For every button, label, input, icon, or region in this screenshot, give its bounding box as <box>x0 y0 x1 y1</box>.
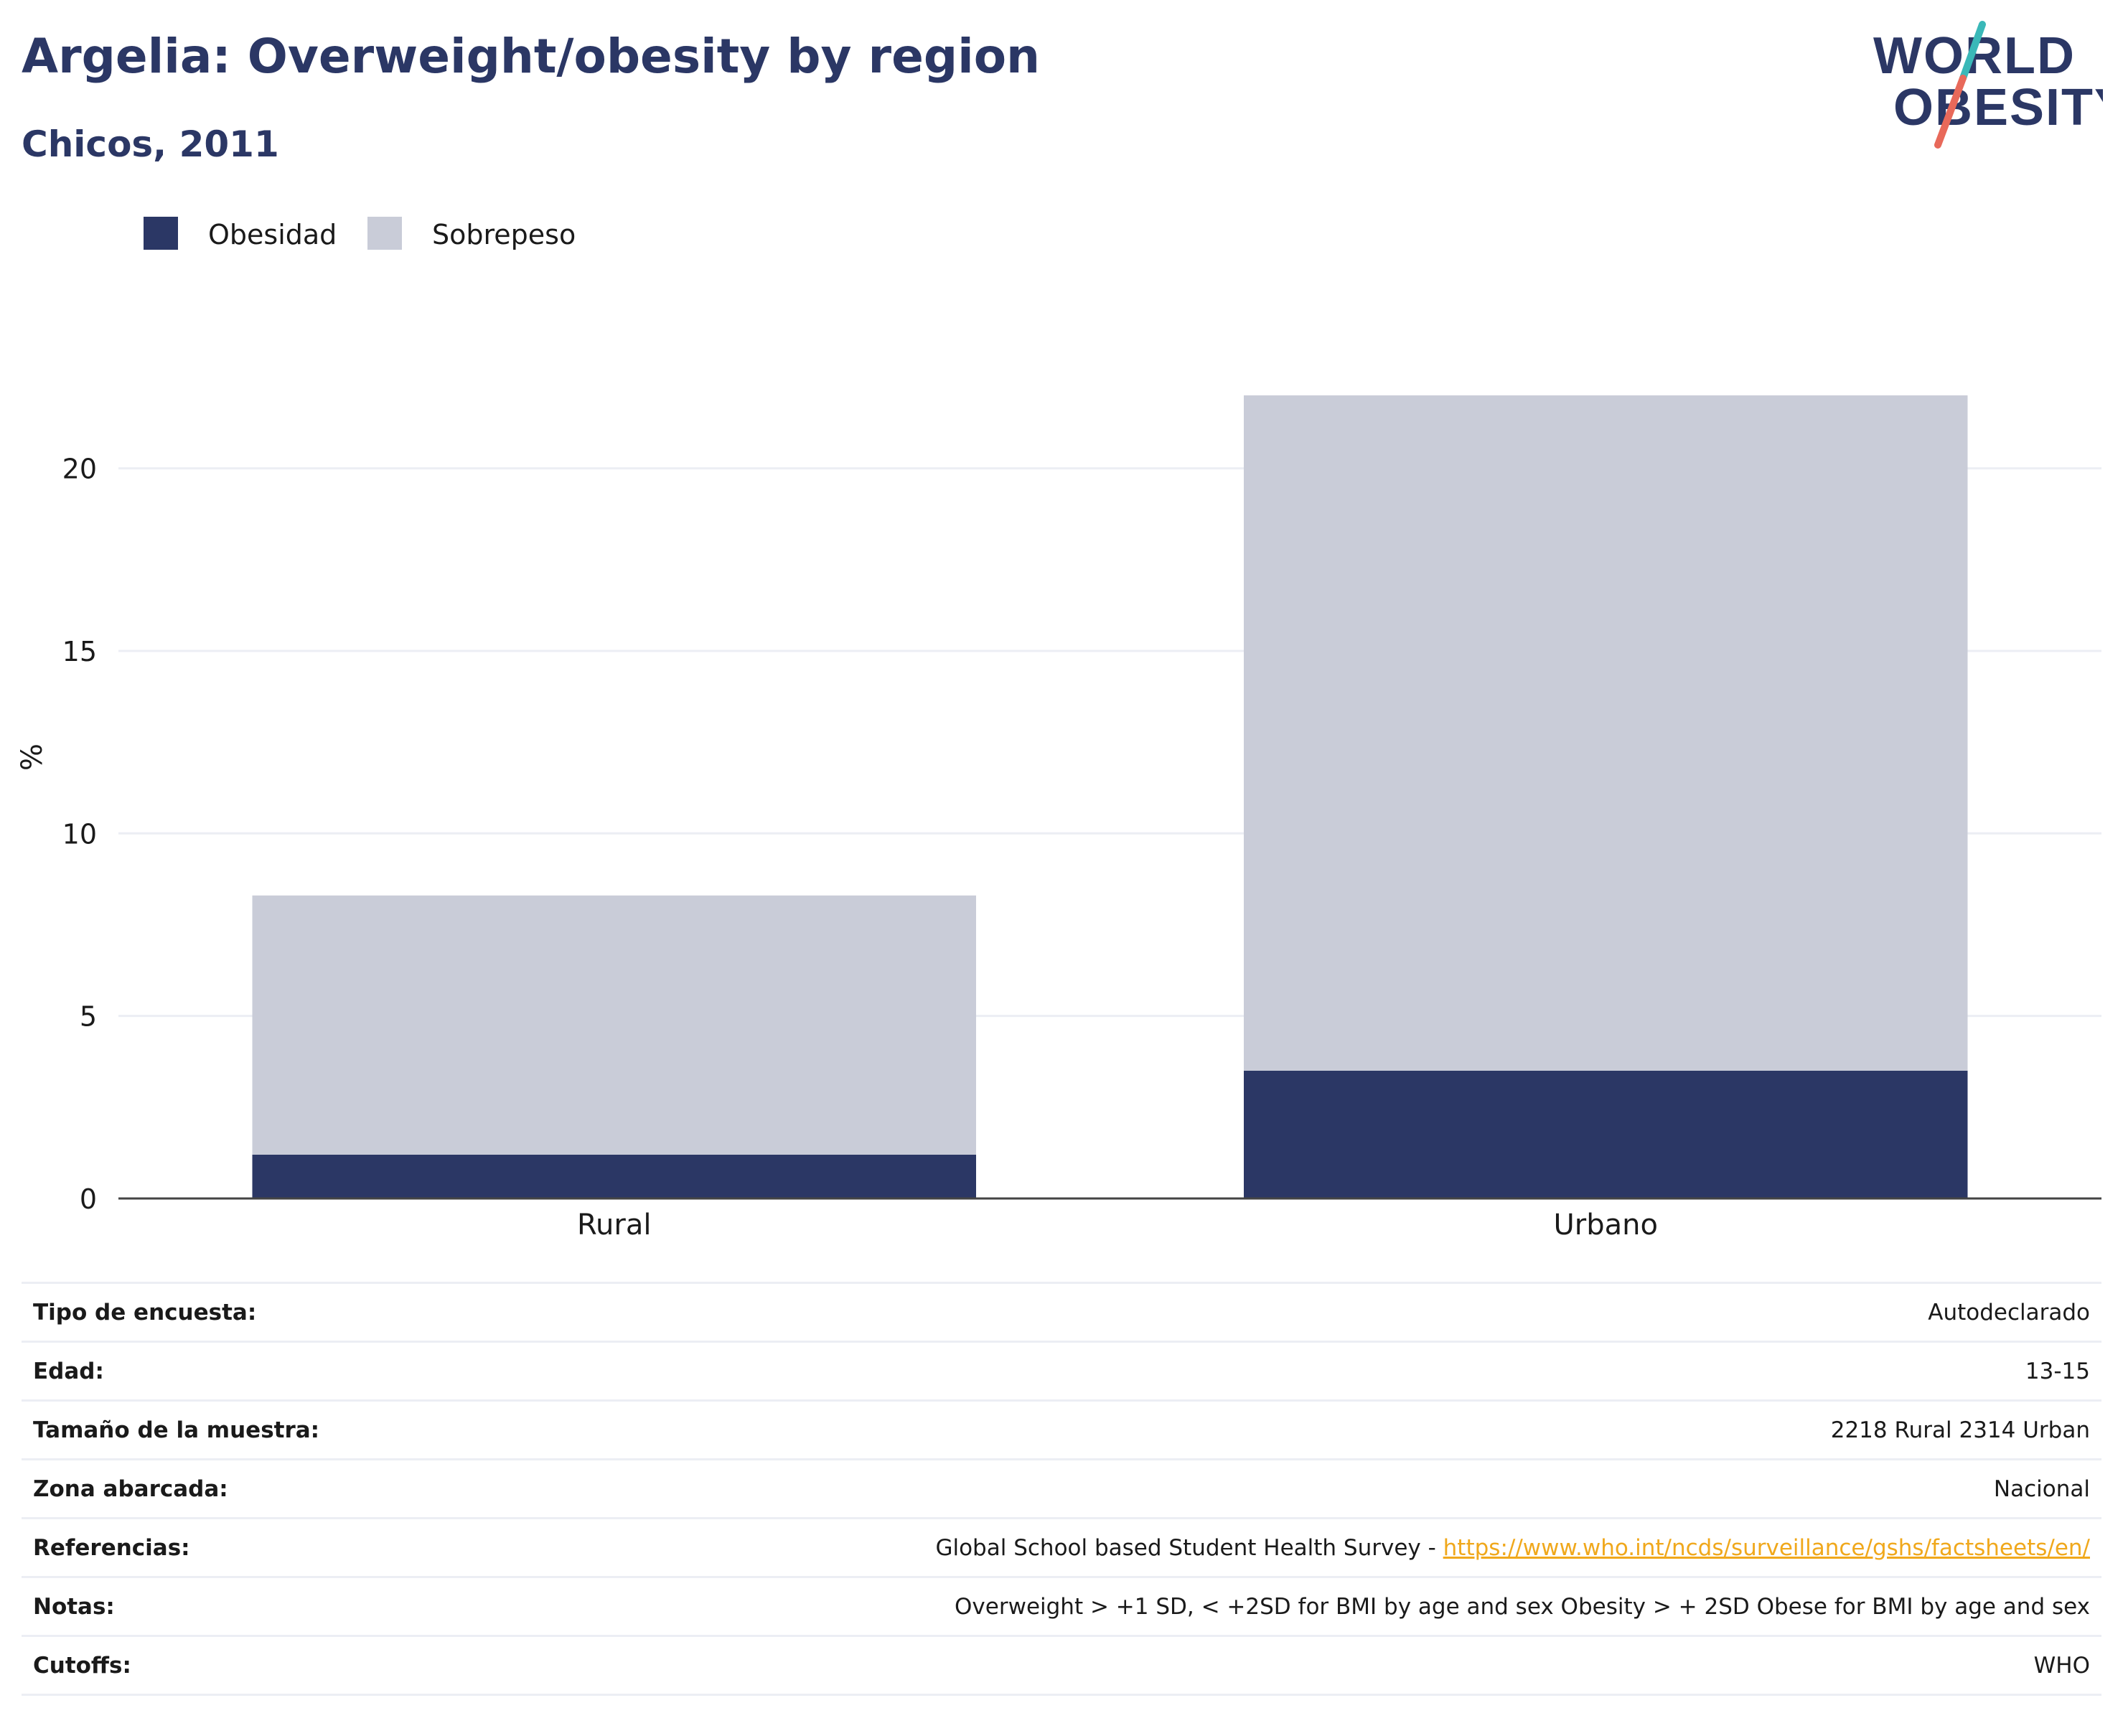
logo-slash-teal <box>1959 21 1986 82</box>
bar-sobrepeso-urbano <box>1244 395 1968 1071</box>
info-label: Tamaño de la muestra: <box>33 1417 320 1443</box>
logo-slash-coral <box>1934 75 1967 149</box>
page-subtitle: Chicos, 2011 <box>22 123 279 165</box>
y-tick-label: 20 <box>62 454 97 485</box>
info-row: Tamaño de la muestra: 2218 Rural 2314 Urb… <box>22 1400 2101 1460</box>
info-label: Cutoffs: <box>33 1652 131 1679</box>
reference-link[interactable]: https://www.who.int/ncds/surveillance/gs… <box>1443 1534 2090 1561</box>
bars <box>252 395 1968 1198</box>
info-label: Zona abarcada: <box>33 1475 228 1502</box>
survey-info-table: Tipo de encuesta: Autodeclarado Edad: 13-15… <box>22 1282 2101 1696</box>
bar-sobrepeso-rural <box>252 895 976 1155</box>
bar-chart: Obesidad Sobrepeso 0 5 10 15 20 Rural Urbano % <box>16 217 2101 1242</box>
legend-swatch-sobrepeso <box>367 217 402 250</box>
legend-swatch-obesidad <box>144 217 178 250</box>
y-tick-label: 10 <box>62 818 97 850</box>
info-row: Referencias: Global School based Student … <box>22 1518 2101 1577</box>
x-axis-ticks: Rural Urbano <box>577 1209 1658 1242</box>
bar-obesidad-rural <box>252 1154 976 1198</box>
info-value: 13-15 <box>2025 1358 2090 1384</box>
info-label: Tipo de encuesta: <box>33 1299 257 1326</box>
info-row: Tipo de encuesta: Autodeclarado <box>22 1282 2101 1342</box>
legend-label-sobrepeso: Sobrepeso <box>432 219 576 250</box>
y-tick-label: 15 <box>62 636 97 667</box>
info-row: Notas: Overweight > +1 SD, < +2SD for BMI… <box>22 1577 2101 1636</box>
info-label: Referencias: <box>33 1534 190 1561</box>
info-value: Overweight > +1 SD, < +2SD for BMI by ag… <box>955 1593 2090 1620</box>
y-axis-ticks: 0 5 10 15 20 <box>62 454 97 1215</box>
bar-obesidad-urbano <box>1244 1070 1968 1198</box>
info-row: Edad: 13-15 <box>22 1341 2101 1401</box>
y-tick-label: 5 <box>80 1001 97 1033</box>
reference-text: Global School based Student Health Surve… <box>935 1534 1443 1561</box>
legend: Obesidad Sobrepeso <box>144 217 576 250</box>
world-obesity-logo: WORLD OBESITY <box>1873 21 2103 149</box>
y-tick-label: 0 <box>80 1183 97 1215</box>
info-row: Cutoffs: WHO <box>22 1636 2101 1695</box>
legend-label-obesidad: Obesidad <box>208 219 337 250</box>
x-tick-label: Urbano <box>1554 1209 1658 1242</box>
logo-word-obesity: OBESITY <box>1893 79 2103 136</box>
info-label: Edad: <box>33 1358 104 1384</box>
info-value: 2218 Rural 2314 Urban <box>1830 1417 2090 1443</box>
x-tick-label: Rural <box>577 1209 651 1242</box>
page-title: Argelia: Overweight/obesity by region <box>22 29 1041 84</box>
info-label: Notas: <box>33 1593 115 1620</box>
info-value: WHO <box>2033 1652 2090 1679</box>
info-row: Zona abarcada: Nacional <box>22 1459 2101 1519</box>
y-axis-label: % <box>16 743 49 771</box>
info-value: Nacional <box>1993 1475 2090 1502</box>
info-value: Global School based Student Health Surve… <box>454 1519 2101 1577</box>
info-value: Autodeclarado <box>1928 1299 2090 1326</box>
